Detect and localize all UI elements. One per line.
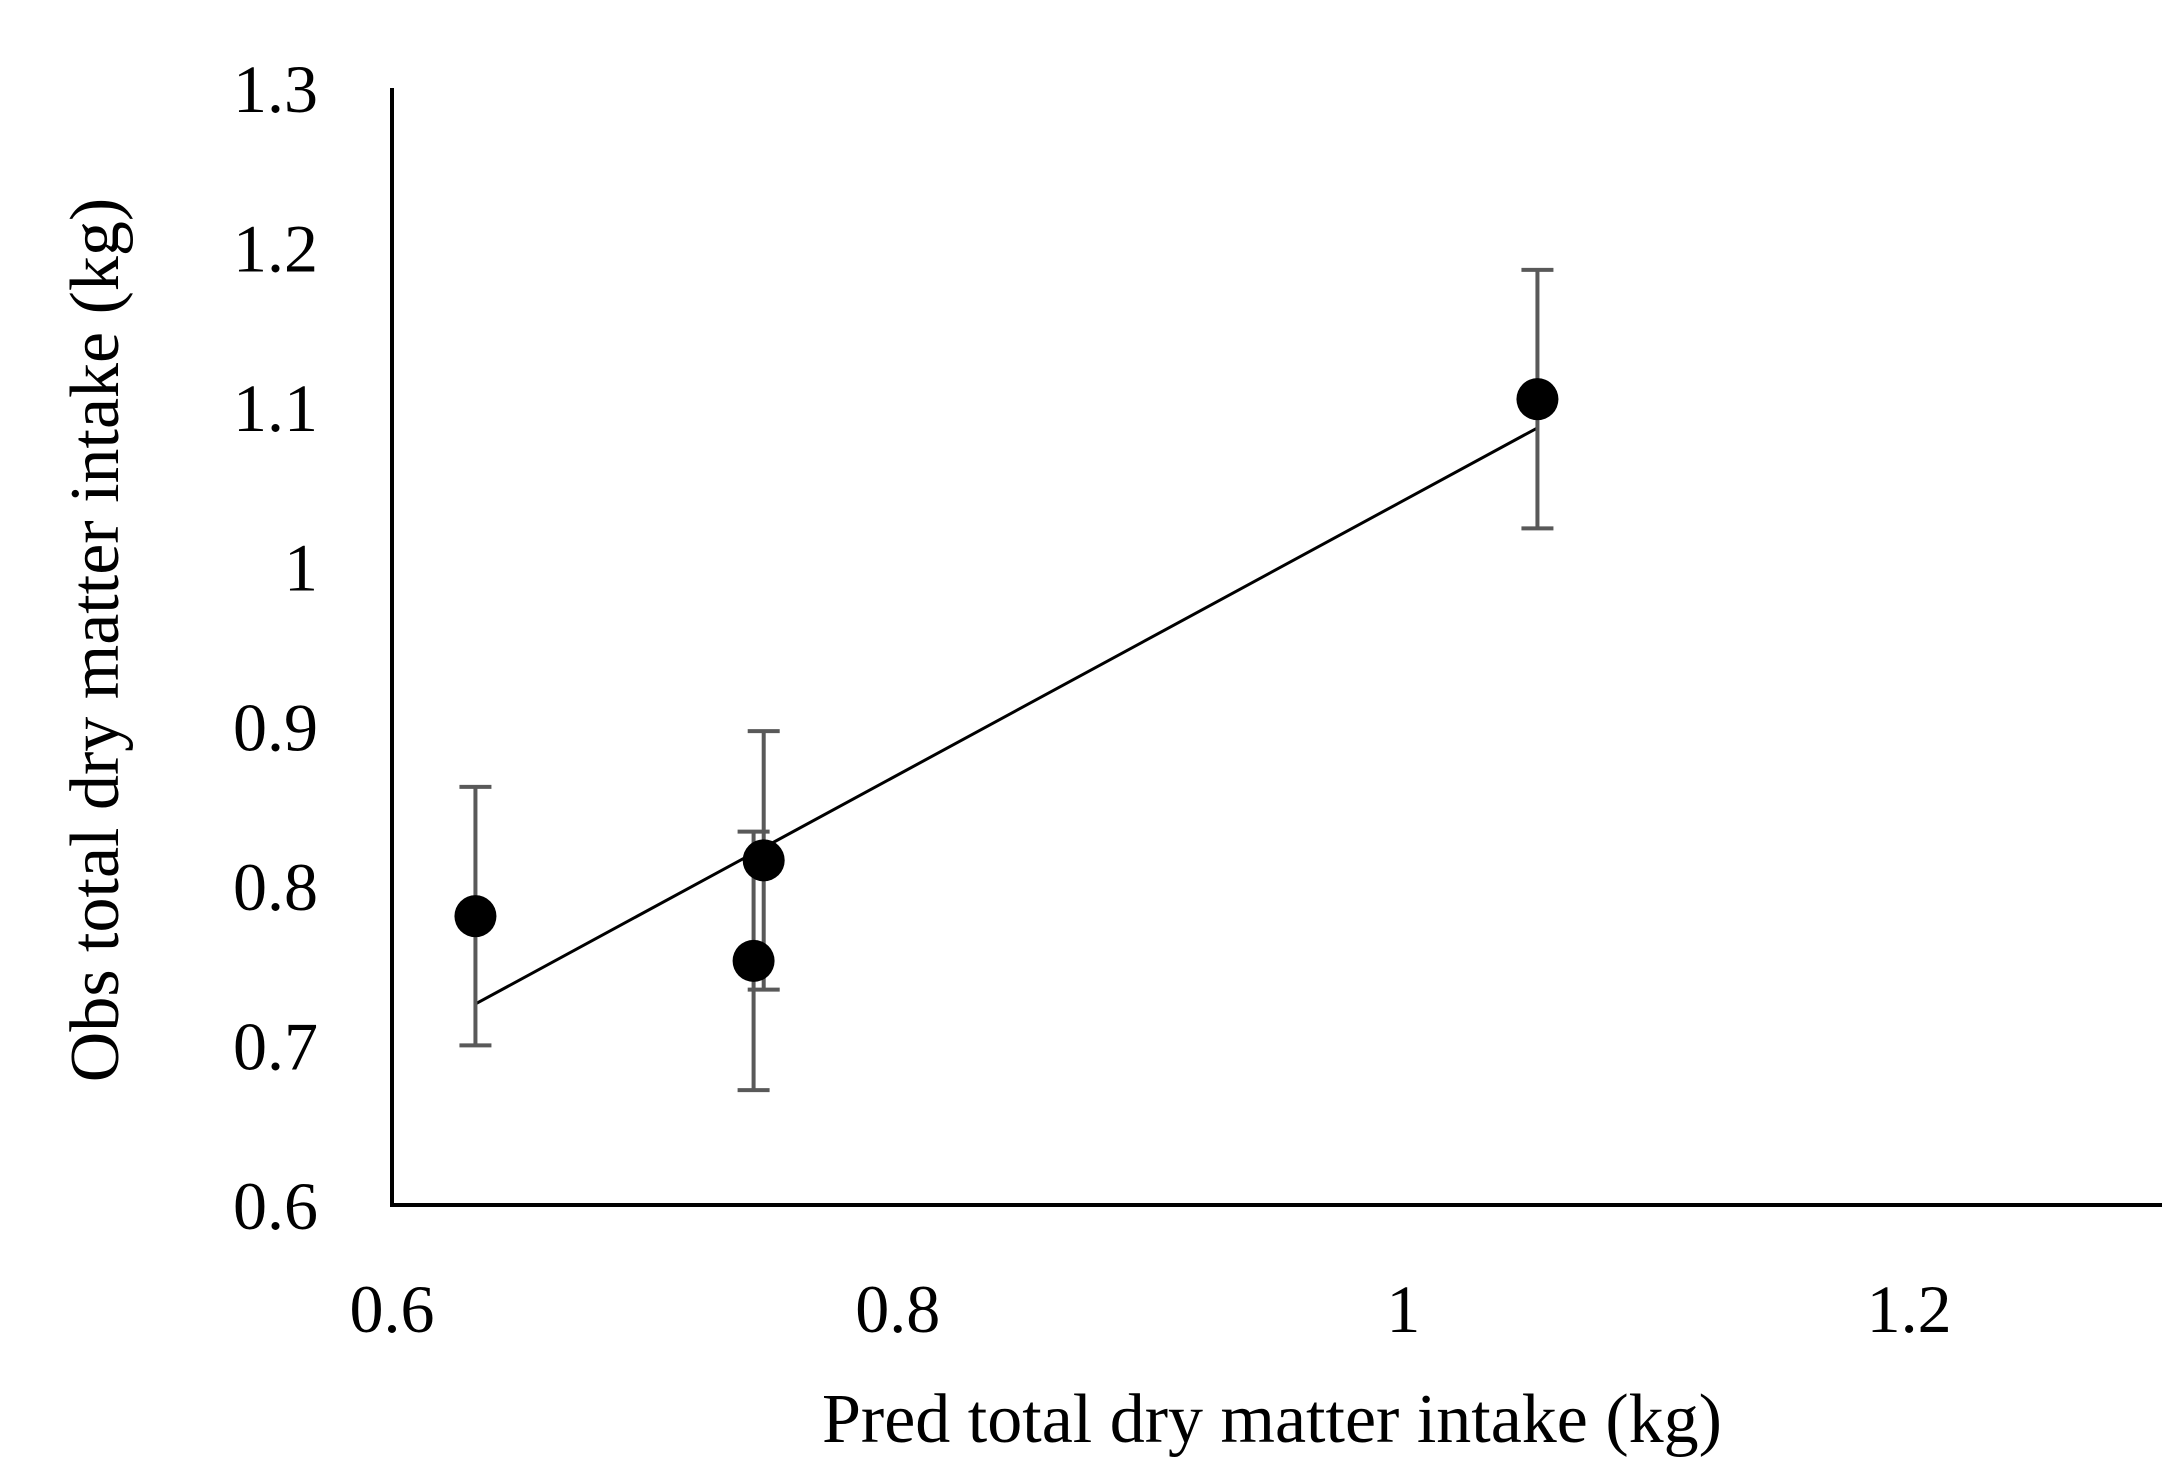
y-tick-label: 1.1 bbox=[233, 370, 318, 446]
y-tick-label: 0.7 bbox=[233, 1008, 318, 1084]
x-tick-labels: 0.6 0.8 1 1.2 bbox=[350, 1271, 1952, 1347]
x-axis-title: Pred total dry matter intake (kg) bbox=[822, 1381, 1722, 1458]
y-tick-label: 1.2 bbox=[233, 211, 318, 287]
x-tick-label: 0.8 bbox=[855, 1271, 940, 1347]
y-tick-labels: 0.6 0.7 0.8 0.9 1 1.1 1.2 1.3 bbox=[233, 51, 318, 1244]
x-tick-label: 0.6 bbox=[350, 1271, 435, 1347]
y-tick-label: 0.9 bbox=[233, 689, 318, 765]
y-tick-label: 0.6 bbox=[233, 1168, 318, 1244]
y-tick-label: 0.8 bbox=[233, 849, 318, 925]
data-point bbox=[742, 839, 785, 882]
data-point bbox=[454, 895, 497, 938]
data-point bbox=[1516, 378, 1559, 421]
error-bars bbox=[459, 267, 1554, 1093]
y-tick-label: 1.3 bbox=[233, 51, 318, 127]
data-points bbox=[454, 378, 1559, 982]
trendline-group bbox=[474, 426, 1539, 1006]
x-tick-label: 1.2 bbox=[1867, 1271, 1952, 1347]
axes bbox=[390, 88, 2162, 1207]
trendline bbox=[474, 426, 1539, 1006]
y-tick-label: 1 bbox=[284, 530, 318, 606]
data-point bbox=[732, 939, 775, 982]
y-axis-title: Obs total dry matter intake (kg) bbox=[57, 198, 134, 1082]
x-tick-label: 1 bbox=[1386, 1271, 1420, 1347]
